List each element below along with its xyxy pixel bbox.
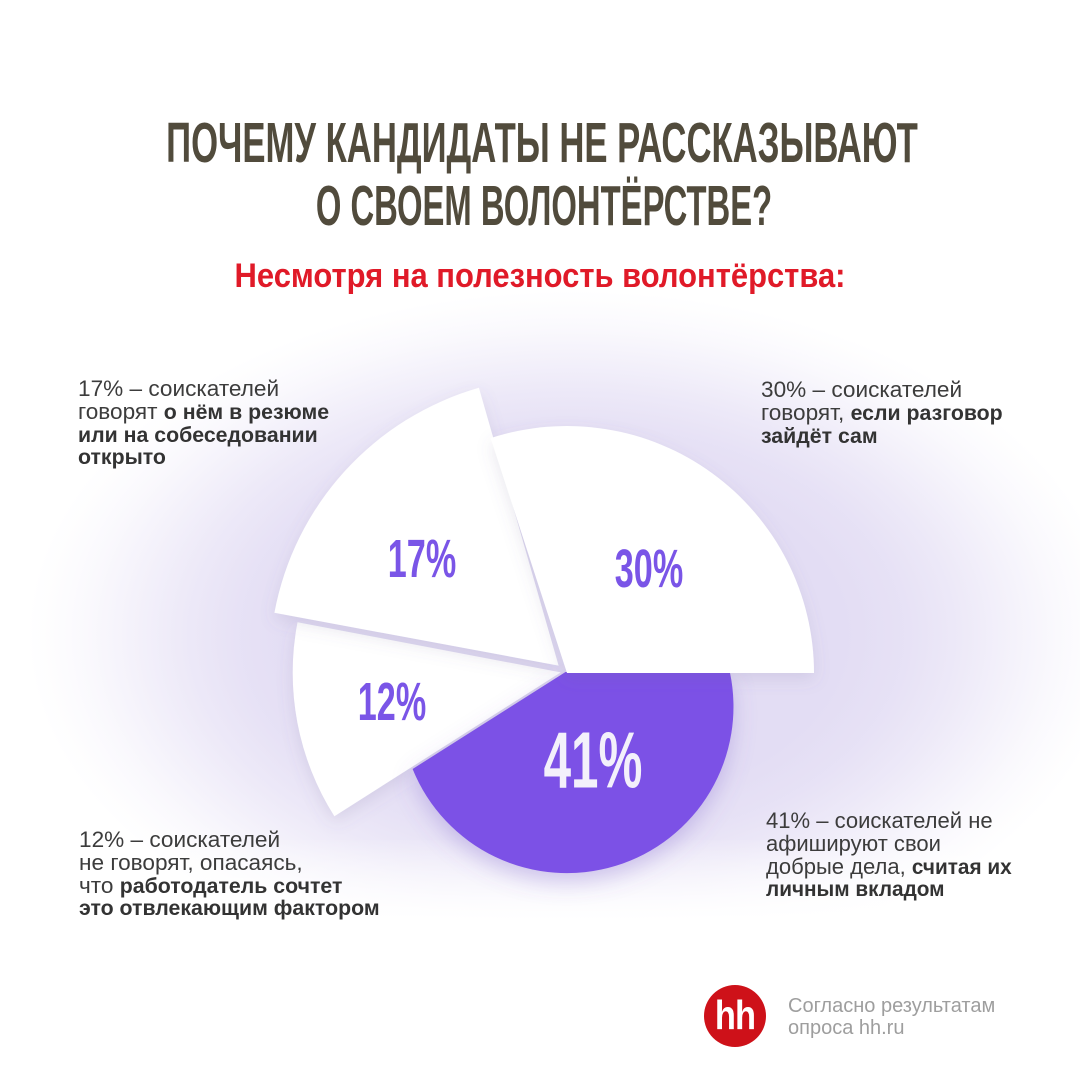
svg-text:17%: 17% [388,528,456,589]
svg-text:12%: 12% [358,671,426,732]
svg-text:Несмотря на полезность волонтё: Несмотря на полезность волонтёрства: [235,257,846,295]
svg-text:О СВОЕМ ВОЛОНТЁРСТВЕ?: О СВОЕМ ВОЛОНТЁРСТВЕ? [316,174,772,238]
svg-text:41%: 41% [544,716,643,805]
svg-text:ПОЧЕМУ КАНДИДАТЫ НЕ РАССКАЗЫВА: ПОЧЕМУ КАНДИДАТЫ НЕ РАССКАЗЫВАЮТ [166,110,918,174]
svg-text:30%: 30% [615,538,683,599]
